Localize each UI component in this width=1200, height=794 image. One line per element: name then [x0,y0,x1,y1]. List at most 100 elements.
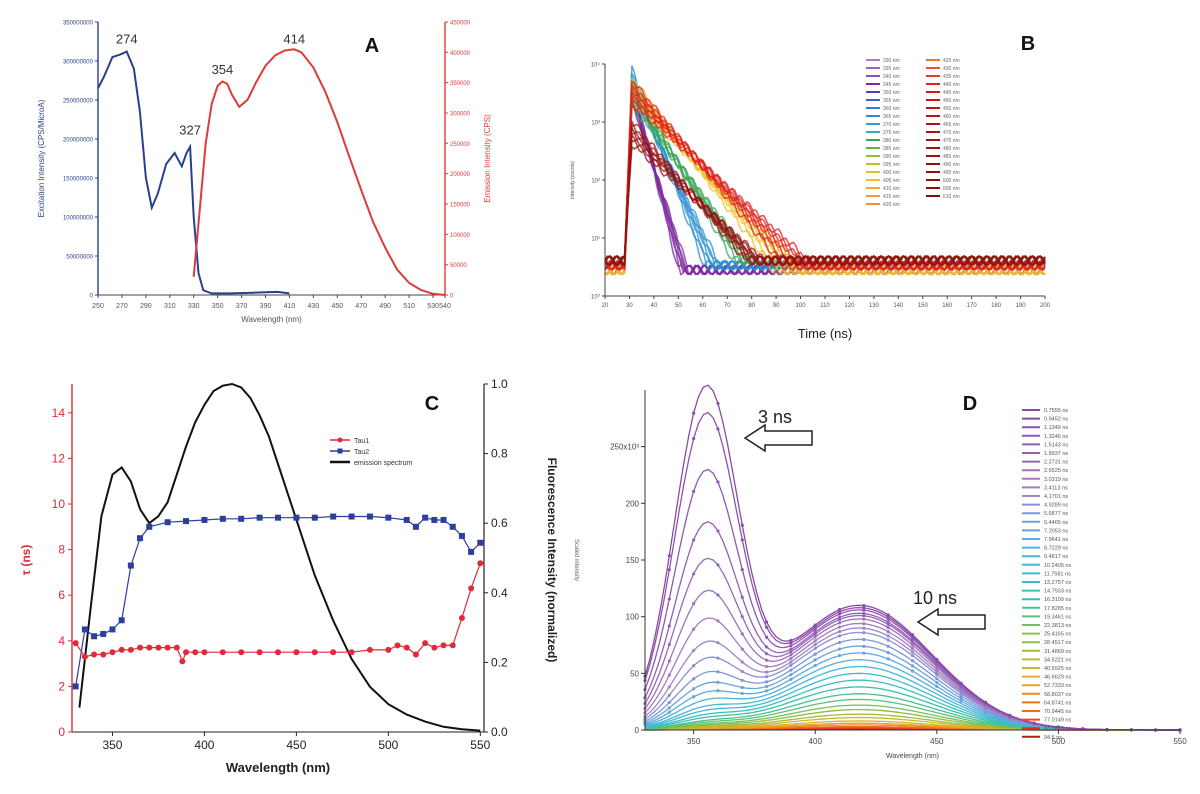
panel-b-decay-curves [604,65,1046,276]
panel-b-x-tick-label: 130 [869,303,880,309]
panel-c-right-tick-label: 0.6 [491,516,508,530]
panel-d-legend-entry: 4.1701 ns [1044,494,1068,500]
panel-d-spectrum-point [692,695,696,699]
panel-d-y-tick-label: 150 [626,556,640,565]
panel-d-legend-entry: 6.4465 ns [1044,520,1068,526]
panel-d-spectrum-point [740,595,744,599]
panel-d-spectrum-point [837,654,842,658]
panel-d-spectrum-point [959,681,963,685]
panel-d-arrow-10ns [916,607,986,637]
panel-d-legend-entry: 94.5 ns [1044,735,1062,741]
panel-c-tau1-point [440,642,447,649]
panel-d-spectrum-point [667,568,671,572]
panel-b-legend-entry: 350 nm [883,90,900,96]
panel-d-spectrum-point [910,643,915,647]
panel-d-spectrum-point [862,617,866,621]
panel-b-y-tick-label: 10⁰ [591,294,601,301]
panel-b-decay-curve [604,95,1046,276]
panel-c-tau1-point [385,646,392,653]
panel-c-tau1-point [118,646,125,653]
panel-c-tau1-point [330,649,337,656]
panel-c-tau1-point [91,651,98,658]
panel-d-legend-entry: 2.2731 ns [1044,460,1068,466]
panel-b-legend: 330 nm 335 nm 340 nm 345 nm 350 nm 355 nm 360 … [866,58,960,208]
panel-d-spectrum-point [910,639,915,643]
panel-d-legend-entry: 13.2757 ns [1044,580,1071,586]
panel-d-spectrum-point [862,631,866,635]
panel-c-x-tick-label: 350 [102,738,122,752]
panel-d-spectrum-point [764,645,769,649]
panel-d-legend: 0.7555 ns 0.9452 ns 1.1349 ns 1.3246 ns 1.51… [1022,408,1071,741]
panel-d-spectrum-point [740,660,744,664]
panel-c-tau2-point [311,514,318,521]
panel-b-legend-entry: 380 nm [883,138,900,144]
panel-a-right-tick-label: 250000 [450,142,471,148]
panel-d-spectrum-point [959,696,963,701]
panel-b-legend-entry: 360 nm [883,106,900,112]
panel-c-tau1-point [348,649,355,656]
panel-c-tau1-point [100,651,107,658]
panel-b-decay-curve [604,86,1046,276]
panel-b-legend-entry: 485 nm [943,154,960,160]
panel-d-spectrum-point [837,621,842,625]
panel-d-spectrum-point [886,630,890,634]
panel-a-emission-line [192,48,446,296]
panel-b-y-tick-label: 10² [591,179,600,185]
panel-d-spectrum-point [935,670,939,674]
panel-d-spectrum-point [764,658,769,662]
panel-d-spectrum-point [837,610,842,614]
panel-d-legend-entry: 7.9641 ns [1044,537,1068,543]
panel-b-legend-entry: 490 nm [943,162,960,168]
panel-d-spectrum-point [716,680,720,684]
panel-d-legend-entry: 1.1349 ns [1044,425,1068,431]
panel-a-right-label: Emission Intensity (CPS) [483,114,492,203]
panel-d-spectrum-point [764,620,769,624]
panel-d-spectrum-point [910,633,915,637]
panel-c-tau1-point [146,644,153,651]
panel-d-spectrum-point [813,630,817,634]
panel-d-spectrum-point [862,651,866,655]
panel-c-tau1-point [192,649,199,656]
panel-d-spectrum-point [692,687,696,691]
panel-d-spectrum-point [716,401,720,406]
panel-d-spectrum-point [740,647,744,651]
panel-d-legend-entry: 2.6525 ns [1044,468,1068,474]
panel-c-tau1-point [431,644,438,651]
panel-d-spectrum-point [716,529,720,533]
panel-c-right-tick-label: 0.8 [491,447,508,461]
panel-c-tau2-point [137,535,144,542]
panel-c-tau1-point [293,649,300,656]
panel-b-legend-entry: 410 nm [883,186,900,192]
panel-c-tau1-point [179,658,186,665]
panel-d-spectrum-point [789,663,793,667]
panel-a-x-tick-label: 530 [427,303,439,310]
panel-c-left-tick-label: 2 [58,679,65,693]
panel-d-spectrum-point [837,634,842,638]
panel-c-right-sublabel: Scaled intensity [573,539,579,581]
panel-a-right-tick-label: 150000 [450,203,471,209]
panel-d-x-tick-label: 450 [930,737,944,746]
panel-d-spectrum-point [862,611,866,616]
panel-c-right-tick-label: 0.0 [491,725,508,739]
panel-d-legend-entry: 19.3461 ns [1044,614,1071,620]
panel-c-right-tick-label: 1.0 [491,377,508,391]
panel-d-legend-entry: 58.8037 ns [1044,692,1071,698]
panel-c-emission-line [78,382,481,732]
panel-d-spectrum-point [789,656,793,661]
panel-a-left-tick-label: 100000000 [63,216,94,222]
panel-c-tau1-point [81,653,88,660]
panel-d-spectrum-point [837,617,842,622]
panel-d-spectrum-point [667,685,671,689]
panel-c-tau2-point [81,626,88,633]
panel-a-x-tick-label: 490 [379,303,391,310]
panel-a-left-tick-label: 350000000 [63,21,94,27]
panel-b-legend-entry: 475 nm [943,138,960,144]
panel-b-legend-entry: 510 nm [943,194,960,200]
panel-c-legend-entry: Tau2 [354,449,369,456]
panel-a-x-tick-label: 250 [92,303,104,310]
panel-c-tau1-point [366,646,373,653]
panel-d-spectrum-point [837,647,842,651]
panel-d-spectrum-point [667,624,671,628]
panel-b-x-tick-label: 200 [1040,303,1051,309]
panel-d-spectrum-point [862,604,866,608]
